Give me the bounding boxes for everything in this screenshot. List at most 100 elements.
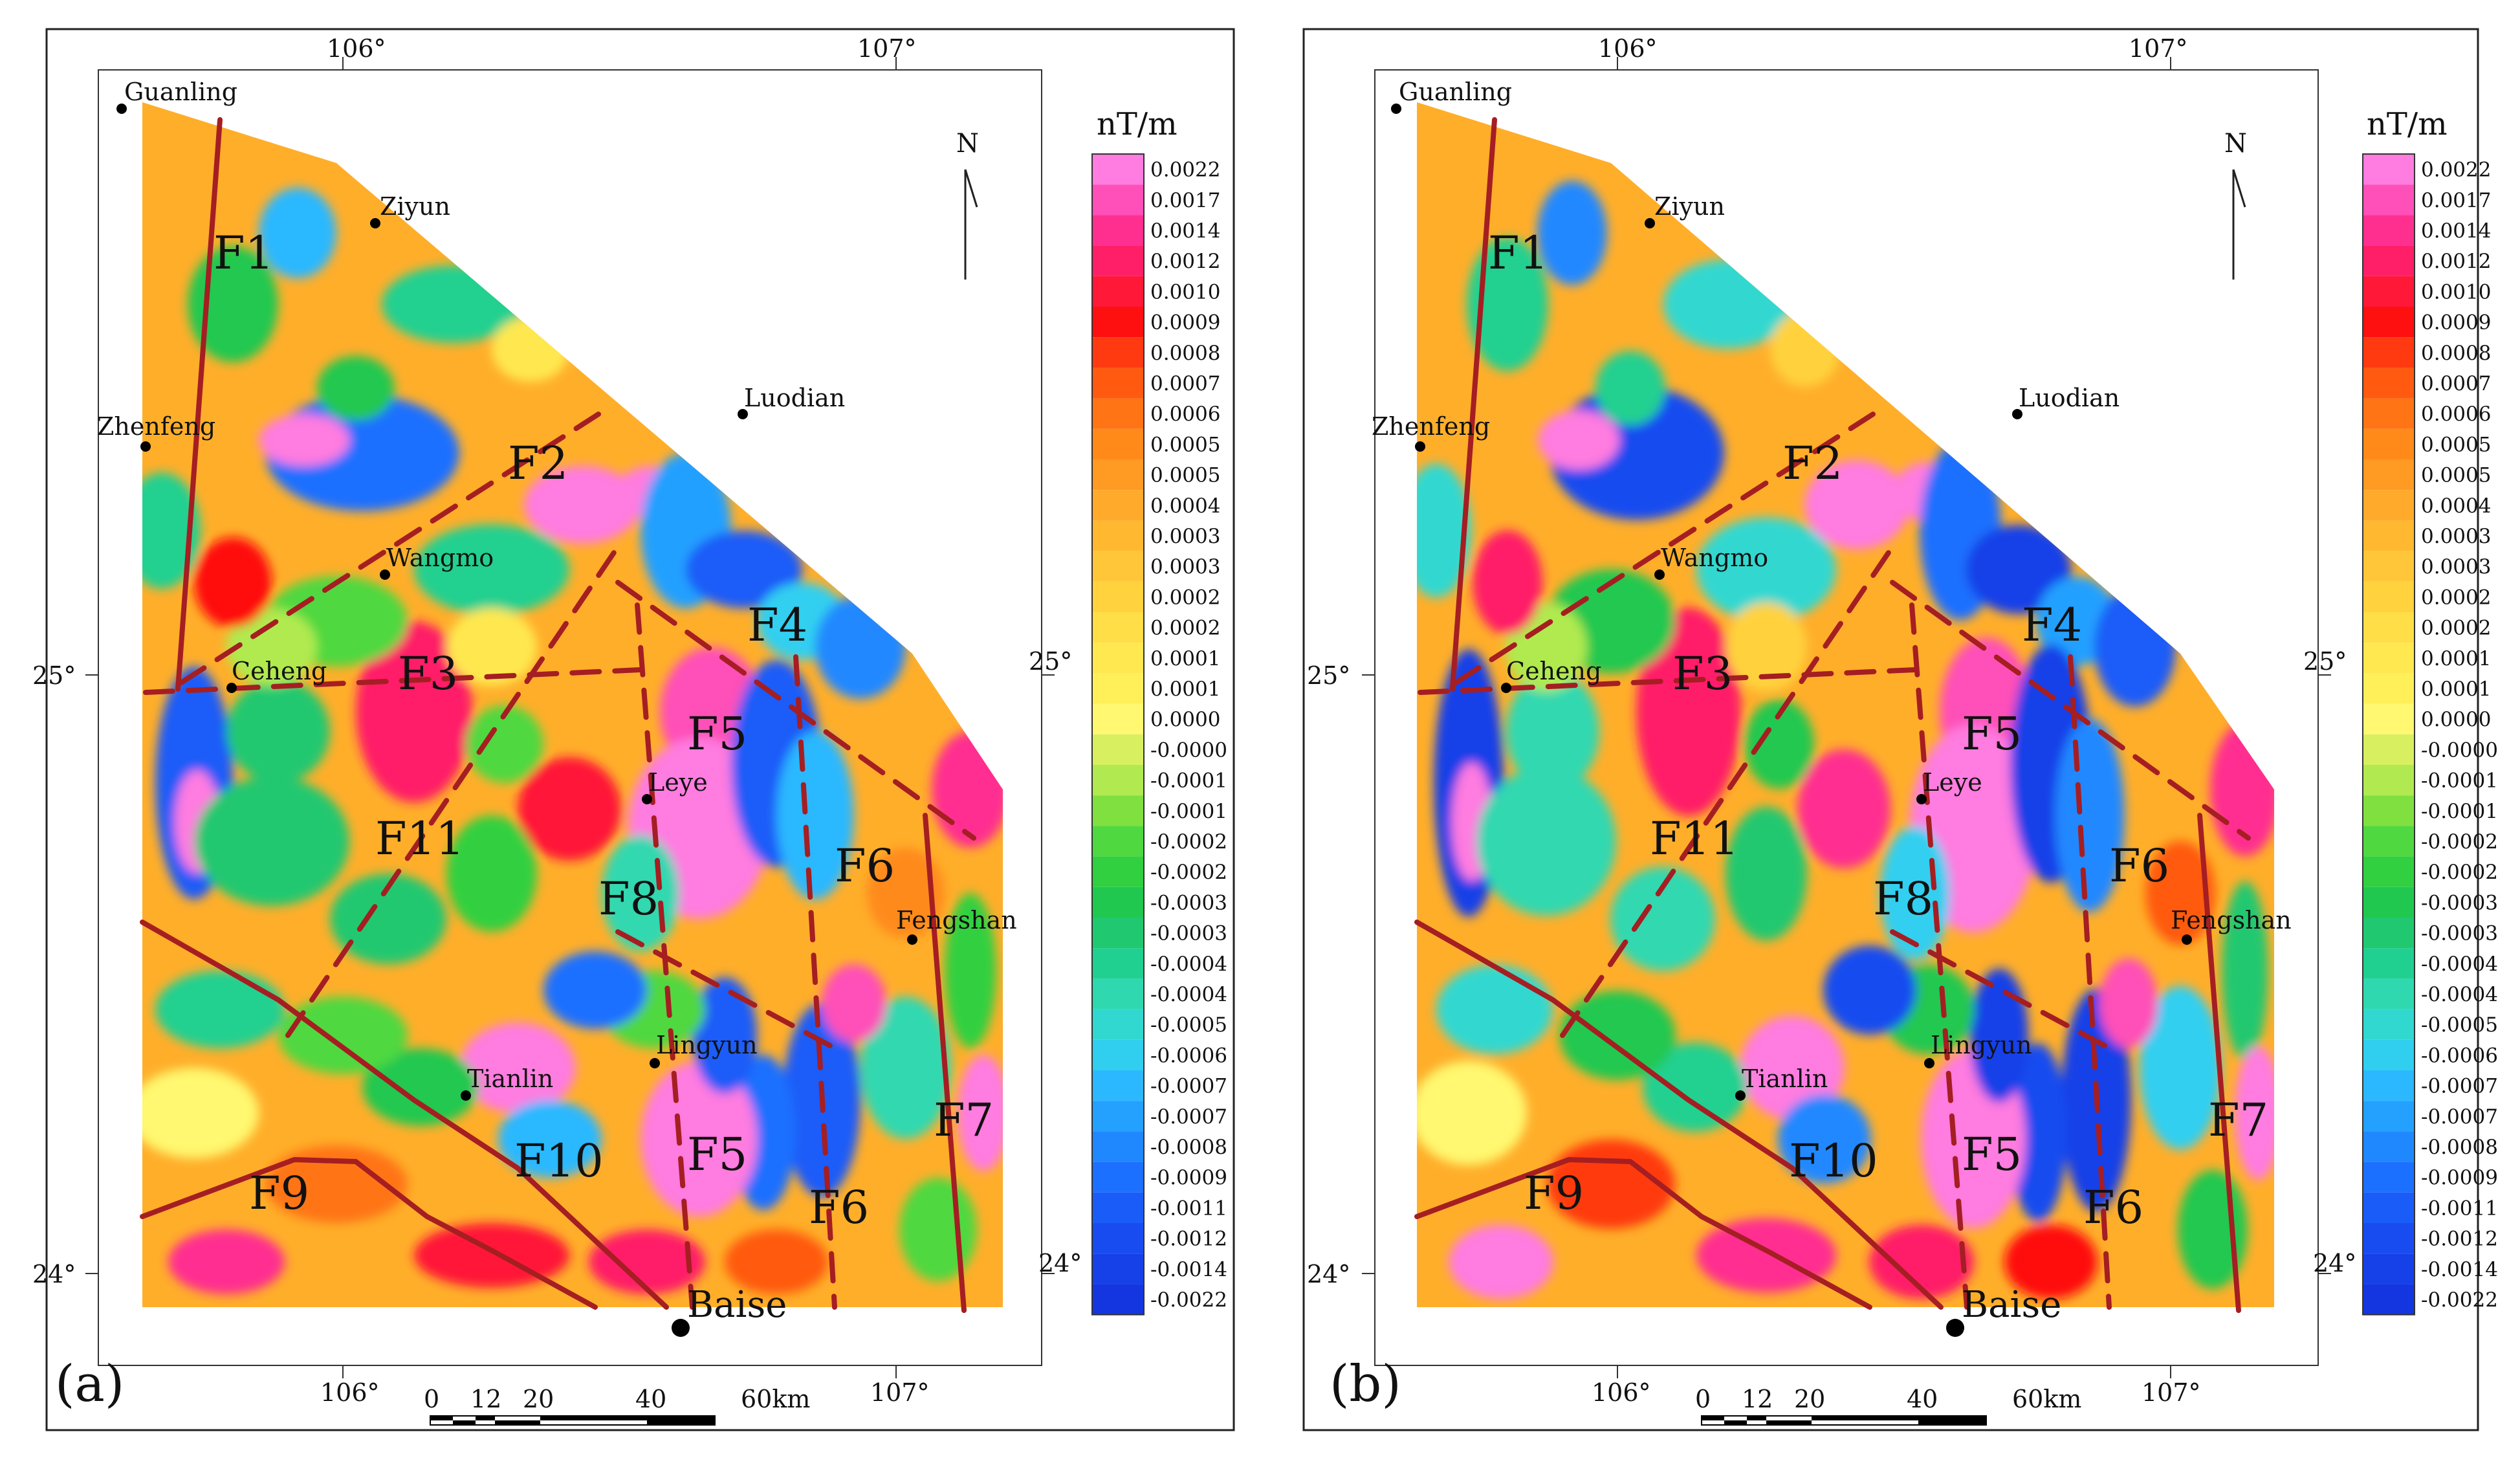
north-label: N (956, 129, 979, 159)
legend-value: 0.0005 (1150, 433, 1220, 456)
legend-swatch (2363, 581, 2415, 612)
fault-label: F2 (1782, 437, 1843, 490)
legend-value: 0.0001 (1150, 647, 1220, 670)
legend-value: -0.0003 (1150, 922, 1227, 945)
legend-value: -0.0003 (1150, 891, 1227, 914)
legend-swatch (2363, 795, 2415, 826)
legend-value: -0.0009 (1150, 1166, 1227, 1189)
anomaly-blob (1417, 463, 1471, 598)
map-frame (1374, 69, 2319, 1366)
legend-value: -0.0004 (1150, 953, 1227, 976)
anomaly-blob (2004, 1224, 2098, 1299)
anomaly-blob (459, 1022, 576, 1113)
town-dot (1645, 218, 1655, 228)
town-label: Fengshan (2171, 906, 2292, 934)
anomaly-blob (1804, 460, 1909, 549)
lat-label-24-right: 24° (1038, 1249, 1082, 1277)
scale-label-20: 20 (1794, 1385, 1825, 1413)
legend-value: -0.0003 (2421, 922, 2498, 945)
legend-swatch (1092, 154, 1144, 185)
north-arrow: N (956, 129, 979, 280)
anomaly-blob (2222, 881, 2268, 1060)
legend-swatch (2363, 978, 2415, 1009)
legend-value: -0.0022 (1150, 1288, 1227, 1312)
fault-line (615, 580, 976, 841)
anomaly-blob (1744, 700, 1814, 789)
fault-label: F10 (514, 1134, 604, 1187)
anomaly-blob (446, 608, 537, 686)
map-frame (98, 69, 1042, 1366)
legend-swatch (2363, 856, 2415, 887)
legend-value: -0.0012 (1150, 1228, 1227, 1251)
anomaly-blob (446, 815, 537, 932)
town-dot (738, 409, 748, 419)
legend-swatch (2363, 215, 2415, 246)
legend-swatch (2363, 765, 2415, 796)
legend-swatch (1092, 673, 1144, 704)
town-label: Wangmo (386, 544, 494, 572)
town-dot (907, 934, 917, 945)
anomaly-blob (776, 731, 854, 899)
legend-swatch (1092, 1009, 1144, 1040)
legend-swatch (1092, 276, 1144, 307)
lat-label-24-left: 24° (32, 1260, 76, 1288)
legend-value: 0.0006 (2421, 403, 2491, 426)
legend-value: 0.0004 (1150, 494, 1220, 518)
legend-value: 0.0017 (1150, 189, 1220, 212)
fault-label: F8 (1873, 872, 1933, 925)
legend-value: -0.0006 (2421, 1044, 2498, 1067)
panel-label: (a) (55, 1355, 124, 1413)
fault-label: F11 (375, 812, 465, 865)
legend-swatch (1092, 826, 1144, 857)
legend-value: 0.0014 (1150, 219, 1220, 243)
legend-value: 0.0009 (1150, 311, 1220, 335)
legend-value: 0.0009 (2421, 311, 2491, 335)
anomaly-blob (1559, 991, 1676, 1080)
legend-value: 0.0010 (1150, 280, 1220, 303)
anomaly-blob (1473, 530, 1542, 635)
legend-swatch (2363, 948, 2415, 979)
legend-swatch (1092, 337, 1144, 368)
anomaly-blob (2009, 1043, 2067, 1222)
anomaly-blob (692, 977, 757, 1094)
town-label: Ceheng (232, 657, 327, 685)
legend-swatch (2363, 520, 2415, 551)
anomaly-blob (1970, 968, 2028, 1103)
anomaly-blob (194, 777, 349, 906)
anomaly-blob (686, 531, 802, 608)
fault-lines (1414, 117, 2251, 1313)
legend-value: 0.0008 (2421, 342, 2491, 365)
anomaly-blob (1726, 602, 1807, 692)
town-label: Zhenfeng (1372, 412, 1490, 441)
legend-swatch (2363, 1131, 2415, 1162)
anomaly-blob (1966, 525, 2071, 614)
scale-label-0: 0 (424, 1385, 439, 1413)
legend-swatch (1092, 1162, 1144, 1193)
legend-value: 0.0003 (2421, 525, 2491, 548)
fault-label: F4 (2022, 599, 2082, 652)
legend-swatch (1092, 734, 1144, 765)
fault-line (285, 544, 620, 1038)
legend-value: 0.0017 (2421, 189, 2491, 212)
town-label: Tianlin (1742, 1064, 1828, 1093)
legend-value: -0.0009 (2421, 1166, 2498, 1189)
fault-label: F7 (934, 1094, 994, 1147)
legend-value: 0.0004 (2421, 494, 2491, 518)
legend-swatch (2363, 1162, 2415, 1193)
town-dot (2012, 409, 2022, 419)
town-markers: Guanling Ziyun Zhenfeng Luodian Wangmo Ceheng… (1372, 78, 2292, 1337)
scale-label-20: 20 (523, 1385, 554, 1413)
legend-swatch (1092, 428, 1144, 459)
fault-line (179, 412, 601, 685)
fault-label: F9 (249, 1167, 309, 1220)
fault-labels: F1 F2 F3 F4 F5 F5 F6 F6 F7 F8 F9 F10 F11 (1488, 226, 2268, 1234)
legend-swatch (2363, 490, 2415, 521)
scale-label-40: 40 (635, 1385, 666, 1413)
legend-value: -0.0012 (2421, 1228, 2498, 1251)
legend-swatch (2363, 184, 2415, 215)
fault-label: F11 (1650, 812, 1739, 865)
legend-value: -0.0007 (2421, 1075, 2498, 1098)
fault-line (923, 813, 967, 1313)
town-label: Ziyun (1654, 192, 1725, 221)
